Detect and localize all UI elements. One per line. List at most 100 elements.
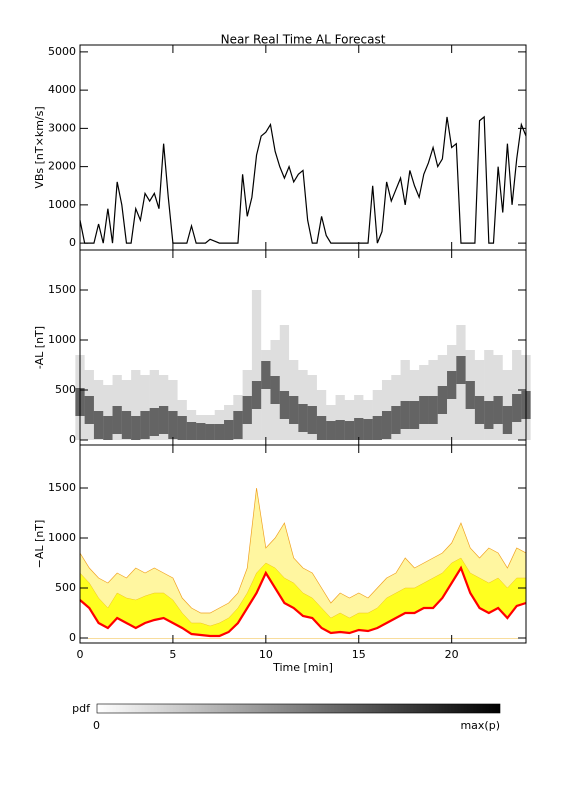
density-core bbox=[289, 396, 299, 424]
density-core bbox=[112, 406, 122, 434]
y-tick-label: 1500 bbox=[48, 283, 76, 296]
density-spread bbox=[502, 370, 513, 440]
chart-title: Near Real Time AL Forecast bbox=[221, 33, 386, 47]
y-tick-label: 500 bbox=[55, 581, 76, 594]
density-spread bbox=[279, 325, 290, 440]
density-core bbox=[354, 418, 364, 440]
density-core bbox=[84, 396, 94, 424]
density-core bbox=[214, 424, 225, 440]
y-tick-label: 0 bbox=[69, 433, 76, 446]
density-spread bbox=[372, 390, 382, 440]
density-core bbox=[381, 411, 392, 439]
density-core bbox=[251, 381, 262, 409]
density-core bbox=[363, 419, 373, 440]
density-core bbox=[270, 376, 280, 404]
density-spread bbox=[140, 375, 150, 440]
density-core bbox=[512, 394, 522, 422]
colorbar-max: max(p) bbox=[460, 719, 500, 732]
density-spread bbox=[335, 395, 345, 440]
density-core bbox=[456, 356, 466, 384]
density-core bbox=[307, 406, 317, 434]
density-core bbox=[372, 416, 382, 440]
density-core bbox=[391, 406, 401, 434]
density-spread bbox=[381, 380, 392, 440]
x-tick-label: 5 bbox=[169, 648, 176, 661]
plot-frame bbox=[79, 44, 527, 251]
density-core bbox=[205, 424, 215, 440]
x-axis-label: Time [min] bbox=[272, 661, 333, 674]
density-core bbox=[140, 411, 150, 439]
y-tick-label: 3000 bbox=[48, 121, 76, 134]
density-core bbox=[177, 416, 187, 440]
density-core bbox=[493, 396, 503, 424]
density-spread bbox=[400, 360, 410, 440]
density-core bbox=[335, 420, 345, 440]
y-axis-label: VBs [nT×km/s] bbox=[33, 106, 46, 188]
y-tick-label: 1000 bbox=[48, 198, 76, 211]
density-core bbox=[196, 423, 206, 440]
density-spread bbox=[261, 350, 271, 440]
y-tick-label: 5000 bbox=[48, 45, 76, 58]
y-axis-label: −AL [nT] bbox=[33, 520, 46, 569]
y-tick-label: 1500 bbox=[48, 481, 76, 494]
density-core bbox=[121, 411, 132, 439]
x-tick-label: 15 bbox=[352, 648, 366, 661]
density-spread bbox=[484, 350, 494, 440]
y-tick-label: 2000 bbox=[48, 160, 76, 173]
density-spread bbox=[168, 380, 178, 440]
y-axis-label: -AL [nT] bbox=[33, 326, 46, 369]
density-core bbox=[158, 406, 169, 434]
density-core bbox=[298, 404, 308, 432]
colorbar bbox=[96, 703, 501, 714]
colorbar-label: pdf bbox=[72, 702, 91, 715]
data-line bbox=[79, 565, 527, 638]
density-spread bbox=[93, 380, 104, 440]
density-spread bbox=[131, 370, 141, 440]
density-core bbox=[484, 401, 494, 429]
density-core bbox=[316, 416, 327, 440]
density-core bbox=[186, 422, 197, 440]
y-tick-label: 1000 bbox=[48, 333, 76, 346]
colorbar-min: 0 bbox=[93, 719, 100, 732]
density-core bbox=[428, 396, 438, 424]
density-core bbox=[344, 421, 355, 440]
density-core bbox=[437, 386, 448, 414]
x-tick-label: 10 bbox=[259, 648, 273, 661]
density-core bbox=[224, 420, 234, 440]
below-line-area bbox=[80, 568, 526, 638]
density-core bbox=[149, 408, 159, 436]
y-tick-label: 0 bbox=[69, 236, 76, 249]
density-spread bbox=[103, 385, 113, 440]
density-core bbox=[131, 416, 141, 440]
density-core bbox=[168, 411, 178, 439]
density-core bbox=[93, 411, 104, 439]
density-spread bbox=[251, 290, 262, 440]
density-core bbox=[326, 421, 336, 440]
density-spread bbox=[316, 390, 327, 440]
density-core bbox=[261, 361, 271, 389]
density-core bbox=[279, 391, 290, 419]
density-core bbox=[400, 401, 410, 429]
y-tick-label: 500 bbox=[55, 383, 76, 396]
density-spread bbox=[344, 400, 355, 440]
density-core bbox=[233, 411, 243, 439]
density-core bbox=[474, 396, 485, 424]
density-spread bbox=[149, 370, 159, 440]
x-tick-label: 0 bbox=[77, 648, 84, 661]
y-tick-label: 1000 bbox=[48, 531, 76, 544]
density-core bbox=[502, 406, 513, 434]
x-tick-label: 20 bbox=[445, 648, 459, 661]
density-core bbox=[103, 416, 113, 440]
y-tick-label: 0 bbox=[69, 631, 76, 644]
density-core bbox=[447, 371, 457, 399]
density-core bbox=[419, 396, 429, 424]
density-core bbox=[242, 396, 252, 424]
data-line bbox=[79, 115, 527, 244]
density-spread bbox=[354, 395, 364, 440]
y-tick-label: 4000 bbox=[48, 83, 76, 96]
density-spread bbox=[121, 380, 132, 440]
plot-frame bbox=[79, 444, 527, 644]
density-core bbox=[465, 381, 475, 409]
density-core bbox=[409, 401, 420, 429]
